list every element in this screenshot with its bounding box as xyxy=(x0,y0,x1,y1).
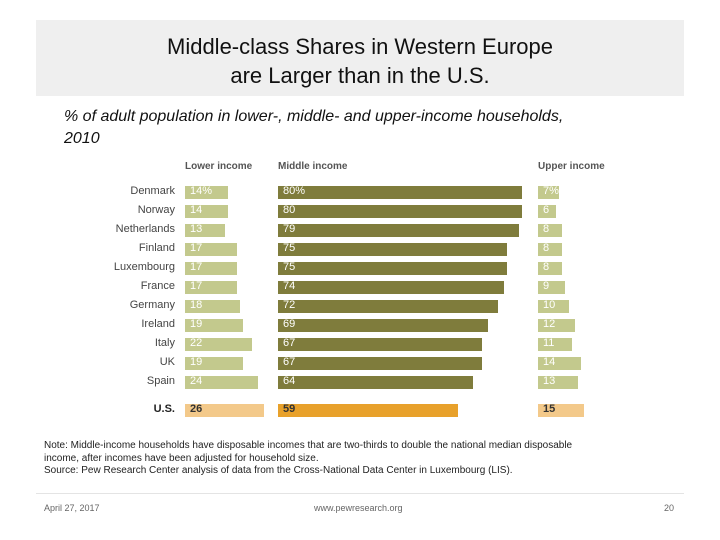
data-label-upper-income-spain: 13 xyxy=(543,375,555,387)
footer-url: www.pewresearch.org xyxy=(314,503,403,513)
category-label-germany: Germany xyxy=(60,299,175,311)
note-line-2: income, after incomes have been adjusted… xyxy=(44,453,684,466)
bar-middle-income-finland xyxy=(278,243,507,256)
chart-subtitle: % of adult population in lower-, middle-… xyxy=(64,106,684,150)
data-label-upper-income-finland: 8 xyxy=(543,242,549,254)
category-label-spain: Spain xyxy=(60,375,175,387)
category-label-finland: Finland xyxy=(60,242,175,254)
data-label-lower-income-u-s: 26 xyxy=(190,403,202,415)
data-label-middle-income-spain: 64 xyxy=(283,375,295,387)
data-label-lower-income-spain: 24 xyxy=(190,375,202,387)
chart-subtitle-line-2: 2010 xyxy=(64,128,684,150)
data-label-lower-income-italy: 22 xyxy=(190,337,202,349)
bar-middle-income-uk xyxy=(278,357,482,370)
data-label-upper-income-u-s: 15 xyxy=(543,403,555,415)
data-label-lower-income-netherlands: 13 xyxy=(190,223,202,235)
data-label-upper-income-france: 9 xyxy=(543,280,549,292)
data-label-lower-income-denmark: 14% xyxy=(190,185,212,197)
chart-note: Note: Middle-income households have disp… xyxy=(44,440,684,478)
page-number: 20 xyxy=(664,503,674,513)
data-label-lower-income-germany: 18 xyxy=(190,299,202,311)
data-label-upper-income-luxembourg: 8 xyxy=(543,261,549,273)
data-label-middle-income-luxembourg: 75 xyxy=(283,261,295,273)
data-label-middle-income-u-s: 59 xyxy=(283,403,295,415)
category-label-u-s: U.S. xyxy=(60,403,175,415)
data-label-lower-income-ireland: 19 xyxy=(190,318,202,330)
data-label-middle-income-germany: 72 xyxy=(283,299,295,311)
data-label-lower-income-uk: 19 xyxy=(190,356,202,368)
category-label-norway: Norway xyxy=(60,204,175,216)
column-header-middle-income: Middle income xyxy=(278,161,347,172)
data-label-upper-income-uk: 14 xyxy=(543,356,555,368)
bar-upper-income-netherlands xyxy=(538,224,562,237)
data-label-middle-income-uk: 67 xyxy=(283,356,295,368)
data-label-middle-income-ireland: 69 xyxy=(283,318,295,330)
bar-middle-income-u-s xyxy=(278,404,458,417)
footer-divider xyxy=(36,493,684,494)
bar-middle-income-luxembourg xyxy=(278,262,507,275)
category-label-denmark: Denmark xyxy=(60,185,175,197)
slide-title-line-1: Middle-class Shares in Western Europe xyxy=(36,32,684,61)
data-label-middle-income-finland: 75 xyxy=(283,242,295,254)
slide-title: Middle-class Shares in Western Europe ar… xyxy=(36,20,684,96)
category-label-ireland: Ireland xyxy=(60,318,175,330)
data-label-middle-income-denmark: 80% xyxy=(283,185,305,197)
data-label-upper-income-ireland: 12 xyxy=(543,318,555,330)
bar-upper-income-finland xyxy=(538,243,562,256)
data-label-middle-income-netherlands: 79 xyxy=(283,223,295,235)
data-label-lower-income-finland: 17 xyxy=(190,242,202,254)
column-header-lower-income: Lower income xyxy=(185,161,252,172)
column-header-upper-income: Upper income xyxy=(538,161,605,172)
bar-middle-income-france xyxy=(278,281,504,294)
data-label-upper-income-italy: 11 xyxy=(543,337,554,349)
bar-middle-income-germany xyxy=(278,300,498,313)
data-label-middle-income-norway: 80 xyxy=(283,204,295,216)
source-line: Source: Pew Research Center analysis of … xyxy=(44,465,684,478)
data-label-middle-income-france: 74 xyxy=(283,280,295,292)
data-label-upper-income-norway: 6 xyxy=(543,204,549,216)
bar-middle-income-spain xyxy=(278,376,473,389)
category-label-netherlands: Netherlands xyxy=(60,223,175,235)
data-label-upper-income-netherlands: 8 xyxy=(543,223,549,235)
bar-upper-income-luxembourg xyxy=(538,262,562,275)
bar-middle-income-italy xyxy=(278,338,482,351)
chart-subtitle-line-1: % of adult population in lower-, middle-… xyxy=(64,106,684,128)
footer-date: April 27, 2017 xyxy=(44,503,100,513)
category-label-italy: Italy xyxy=(60,337,175,349)
data-label-lower-income-france: 17 xyxy=(190,280,202,292)
category-label-france: France xyxy=(60,280,175,292)
bar-middle-income-norway xyxy=(278,205,522,218)
slide-title-line-2: are Larger than in the U.S. xyxy=(36,61,684,90)
bar-middle-income-ireland xyxy=(278,319,488,332)
data-label-lower-income-luxembourg: 17 xyxy=(190,261,202,273)
bar-middle-income-denmark xyxy=(278,186,522,199)
category-label-uk: UK xyxy=(60,356,175,368)
data-label-middle-income-italy: 67 xyxy=(283,337,295,349)
bar-middle-income-netherlands xyxy=(278,224,519,237)
data-label-upper-income-denmark: 7% xyxy=(543,185,559,197)
data-label-lower-income-norway: 14 xyxy=(190,204,202,216)
note-line-1: Note: Middle-income households have disp… xyxy=(44,440,684,453)
data-label-upper-income-germany: 10 xyxy=(543,299,555,311)
category-label-luxembourg: Luxembourg xyxy=(60,261,175,273)
